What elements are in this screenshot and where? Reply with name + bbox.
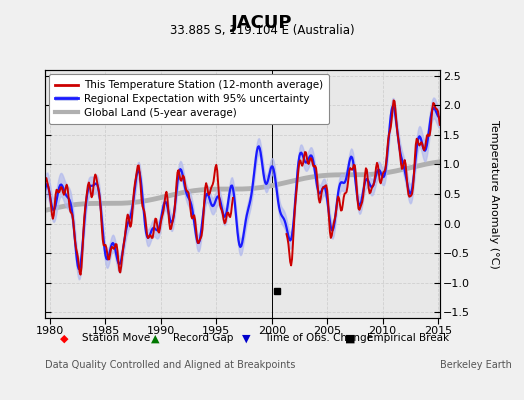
Text: ▲: ▲ [151,334,160,343]
Text: Record Gap: Record Gap [173,334,234,343]
Text: Station Move: Station Move [82,334,150,343]
Text: Empirical Break: Empirical Break [367,334,449,343]
Text: Data Quality Controlled and Aligned at Breakpoints: Data Quality Controlled and Aligned at B… [45,360,295,370]
Text: Time of Obs. Change: Time of Obs. Change [264,334,373,343]
Y-axis label: Temperature Anomaly (°C): Temperature Anomaly (°C) [489,120,499,268]
Text: Berkeley Earth: Berkeley Earth [440,360,512,370]
Legend: This Temperature Station (12-month average), Regional Expectation with 95% uncer: This Temperature Station (12-month avera… [49,74,330,124]
Text: ◆: ◆ [60,334,69,343]
Text: ■: ■ [345,334,356,343]
Text: 33.885 S, 119.104 E (Australia): 33.885 S, 119.104 E (Australia) [170,24,354,37]
Text: JACUP: JACUP [231,14,293,32]
Text: ▼: ▼ [242,334,251,343]
